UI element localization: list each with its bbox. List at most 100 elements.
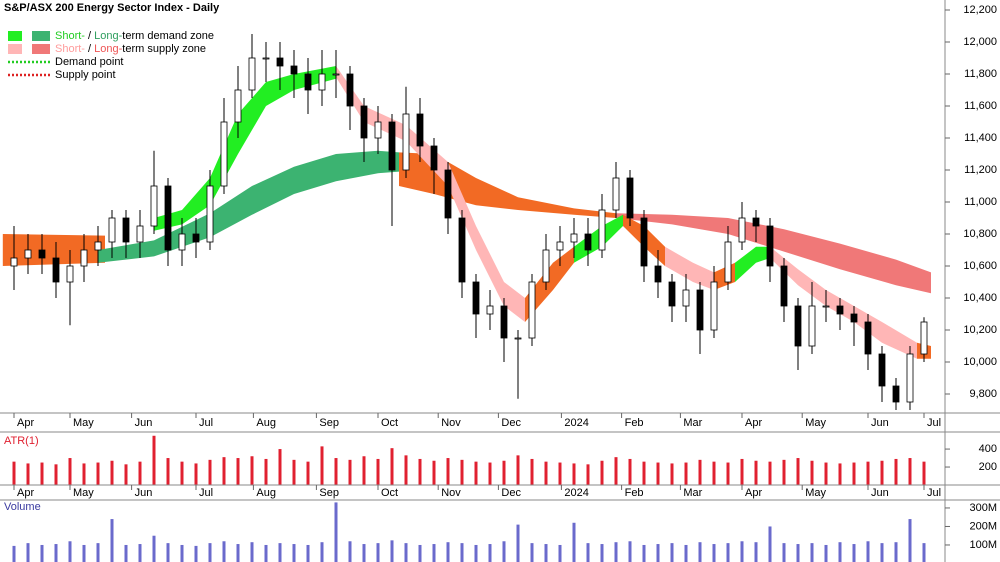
candle-body: [248, 57, 256, 91]
volume-bar: [712, 544, 716, 562]
candle-body: [486, 305, 494, 315]
x-tick-label: Jun: [871, 417, 889, 429]
atr-bar: [502, 460, 506, 485]
x-tick-label: Jun: [135, 487, 153, 499]
candle-body: [374, 121, 382, 139]
volume-label: Volume: [4, 501, 41, 513]
legend-text: Demand point: [55, 56, 124, 68]
volume-bar: [278, 543, 282, 562]
volume-bar: [236, 544, 240, 562]
x-tick-label: Apr: [745, 417, 762, 429]
candle-body: [696, 289, 704, 331]
candle-body: [808, 305, 816, 347]
x-tick-label: May: [73, 487, 94, 499]
atr-label: ATR(1): [4, 435, 39, 447]
candle-body: [108, 217, 116, 243]
candle-body: [654, 265, 662, 283]
candle-body: [234, 89, 242, 123]
volume-bar: [600, 544, 604, 562]
x-tick-label: Aug: [256, 487, 276, 499]
atr-bar: [404, 455, 408, 485]
atr-bar: [852, 462, 856, 485]
legend-text: term supply zone: [122, 43, 206, 55]
candle-body: [444, 169, 452, 219]
atr-bar: [754, 460, 758, 485]
zone: [616, 213, 931, 294]
candle-body: [276, 57, 284, 67]
atr-bar: [138, 461, 142, 485]
volume-bar: [40, 544, 44, 562]
atr-bar: [544, 461, 548, 485]
volume-bar: [908, 519, 912, 562]
volume-bar: [68, 541, 72, 562]
y-tick-label: 100M: [969, 539, 997, 551]
x-tick-label: Feb: [625, 417, 644, 429]
candle-body: [360, 105, 368, 139]
zone: [735, 246, 770, 282]
candle-body: [332, 73, 340, 76]
candle-body: [724, 241, 732, 283]
legend-label: Short- / Long-term demand zone: [55, 30, 214, 42]
volume-bar: [894, 542, 898, 562]
candle-body: [556, 241, 564, 251]
x-tick-label: Dec: [501, 487, 521, 499]
volume-bar: [474, 544, 478, 562]
candle-body: [878, 353, 886, 387]
atr-bar: [110, 460, 114, 485]
atr-bar: [768, 461, 772, 485]
x-tick-label: Nov: [441, 417, 461, 429]
atr-bar: [180, 461, 184, 485]
candle-body: [850, 313, 858, 323]
volume-bar: [54, 544, 58, 562]
volume-bar: [446, 542, 450, 562]
x-tick-label: May: [73, 417, 94, 429]
y-tick-label: 12,000: [963, 36, 997, 48]
volume-bar: [292, 544, 296, 562]
candle-body: [584, 233, 592, 251]
atr-bar: [250, 456, 254, 485]
volume-bar: [530, 543, 534, 562]
x-tick-label: Jul: [927, 487, 941, 499]
y-tick-label: 11,400: [964, 132, 997, 144]
y-tick-label: 10,800: [963, 228, 997, 240]
candle-body: [794, 305, 802, 347]
legend-text: /: [85, 30, 94, 42]
volume-bar: [320, 542, 324, 562]
atr-bar: [320, 446, 324, 485]
atr-bar: [54, 464, 58, 485]
y-tick-label: 10,400: [963, 292, 997, 304]
atr-bar: [572, 463, 576, 485]
candle-body: [430, 145, 438, 171]
volume-bar: [390, 540, 394, 562]
atr-bar: [810, 460, 814, 485]
zone: [154, 66, 336, 231]
x-tick-label: Sep: [319, 417, 339, 429]
atr-bar: [124, 464, 128, 485]
lower-panels: [12, 435, 926, 562]
candle-body: [66, 265, 74, 283]
legend-text: Long-: [94, 43, 122, 55]
candle-body: [682, 289, 690, 307]
volume-bar: [866, 541, 870, 562]
chart-title: S&P/ASX 200 Energy Sector Index - Daily: [4, 2, 220, 14]
volume-bar: [348, 541, 352, 562]
atr-bar: [306, 461, 310, 485]
volume-bar: [810, 543, 814, 562]
zone: [574, 214, 623, 263]
candle-body: [864, 321, 872, 355]
candle-body: [668, 281, 676, 307]
volume-bar: [628, 541, 632, 562]
x-tick-label: Oct: [381, 417, 398, 429]
atr-bar: [166, 458, 170, 485]
atr-bar: [418, 458, 422, 485]
atr-bar: [642, 461, 646, 485]
x-tick-label: Jul: [927, 417, 941, 429]
legend-swatch: [32, 44, 50, 54]
candle-body: [780, 265, 788, 307]
volume-bar: [698, 542, 702, 562]
candle-body: [766, 225, 774, 267]
y-tick-label: 9,800: [969, 388, 997, 400]
atr-bar: [208, 459, 212, 485]
y-tick-label: 12,200: [963, 4, 997, 16]
atr-bar: [488, 462, 492, 485]
